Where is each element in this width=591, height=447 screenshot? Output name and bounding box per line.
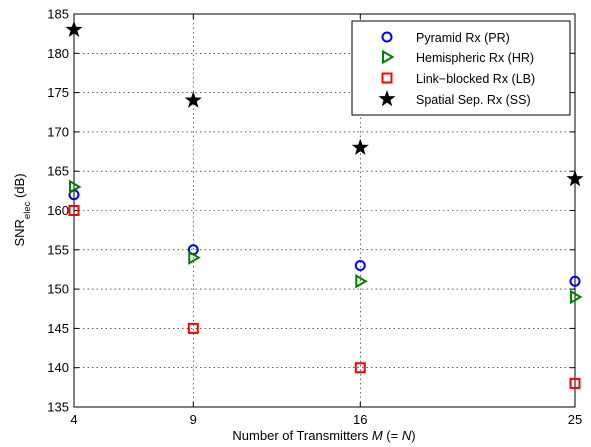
- legend-marker-triangle-right: [382, 49, 395, 65]
- y-tick-label: 165: [47, 164, 69, 179]
- x-tick-label: 16: [353, 412, 367, 427]
- legend-label-hr: Hemispheric Rx (HR): [416, 51, 534, 65]
- data-point-star-s3-0: [65, 20, 83, 37]
- y-tick-label: 150: [47, 282, 69, 297]
- x-axis-label: Number of Transmitters M (= N): [232, 428, 415, 443]
- x-tick-label: 9: [190, 412, 197, 427]
- y-axis-label: SNRelec (dB): [12, 173, 33, 246]
- data-points: [65, 20, 584, 389]
- y-tick-label: 135: [47, 400, 69, 415]
- data-point-star-s3-2: [351, 138, 369, 155]
- y-tick-label: 160: [47, 203, 69, 218]
- y-tick-label: 155: [47, 242, 69, 257]
- y-tick-label: 175: [47, 85, 69, 100]
- data-point-square-s2-3: [569, 377, 581, 389]
- data-point-triangle-right-s1-2: [355, 274, 368, 289]
- legend-label-pr: Pyramid Rx (PR): [416, 31, 510, 45]
- x-tick-label: 4: [70, 412, 77, 427]
- legend-marker-square: [381, 72, 393, 84]
- data-point-square-s2-2: [354, 362, 366, 374]
- axes: 4 9 16 25 135 140 145 150 155 160 165 170 175 180 185: [47, 7, 582, 428]
- data-point-circle-s0-3: [569, 275, 581, 287]
- y-tick-label: 145: [47, 321, 69, 336]
- legend-marker-star: [378, 90, 396, 107]
- data-point-star-s3-1: [184, 91, 202, 108]
- data-point-triangle-right-s1-3: [570, 289, 583, 305]
- y-tick-label: 185: [47, 7, 69, 22]
- legend-markers: [378, 31, 396, 107]
- legend: Pyramid Rx (PR) Hemispheric Rx (HR) Link…: [351, 20, 571, 116]
- y-tick-label: 180: [47, 46, 69, 61]
- data-point-circle-s0-2: [354, 260, 366, 272]
- y-tick-label: 140: [47, 360, 69, 375]
- y-tick-label: 170: [47, 124, 69, 139]
- legend-marker-circle: [381, 31, 393, 43]
- x-tick-label: 25: [568, 412, 582, 427]
- data-point-triangle-right-s1-0: [69, 179, 82, 195]
- data-point-star-s3-3: [566, 170, 584, 187]
- data-point-triangle-right-s1-1: [188, 250, 201, 265]
- data-point-square-s2-0: [68, 205, 80, 216]
- legend-label-ss: Spatial Sep. Rx (SS): [416, 93, 531, 107]
- legend-label-lb: Link−blocked Rx (LB): [416, 72, 535, 86]
- data-point-square-s2-1: [187, 322, 199, 334]
